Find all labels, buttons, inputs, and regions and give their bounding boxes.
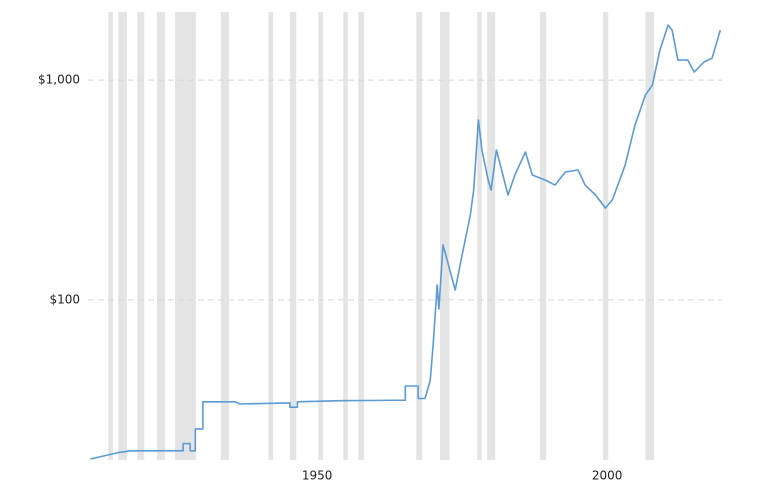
recession-band bbox=[220, 12, 229, 460]
x-tick-label: 1950 bbox=[302, 469, 333, 483]
recession-band bbox=[343, 12, 348, 460]
recession-band bbox=[108, 12, 113, 460]
recession-band bbox=[268, 12, 274, 460]
recession-band bbox=[645, 12, 655, 460]
recession-band bbox=[175, 12, 196, 460]
recession-band bbox=[477, 12, 482, 460]
recession-band bbox=[539, 12, 547, 460]
recession-band bbox=[416, 12, 423, 460]
recession-band bbox=[289, 12, 297, 460]
recession-band bbox=[137, 12, 145, 460]
recession-band bbox=[440, 12, 450, 460]
y-tick-label: $100 bbox=[49, 292, 80, 306]
recession-band bbox=[358, 12, 365, 460]
y-tick-label: $1,000 bbox=[38, 73, 80, 87]
price-line bbox=[90, 24, 722, 460]
recession-band bbox=[318, 12, 323, 460]
x-tick-label: 2000 bbox=[592, 469, 623, 483]
recession-band bbox=[487, 12, 496, 460]
recession-band bbox=[118, 12, 127, 460]
recession-band bbox=[157, 12, 166, 460]
recession-band bbox=[603, 12, 609, 460]
